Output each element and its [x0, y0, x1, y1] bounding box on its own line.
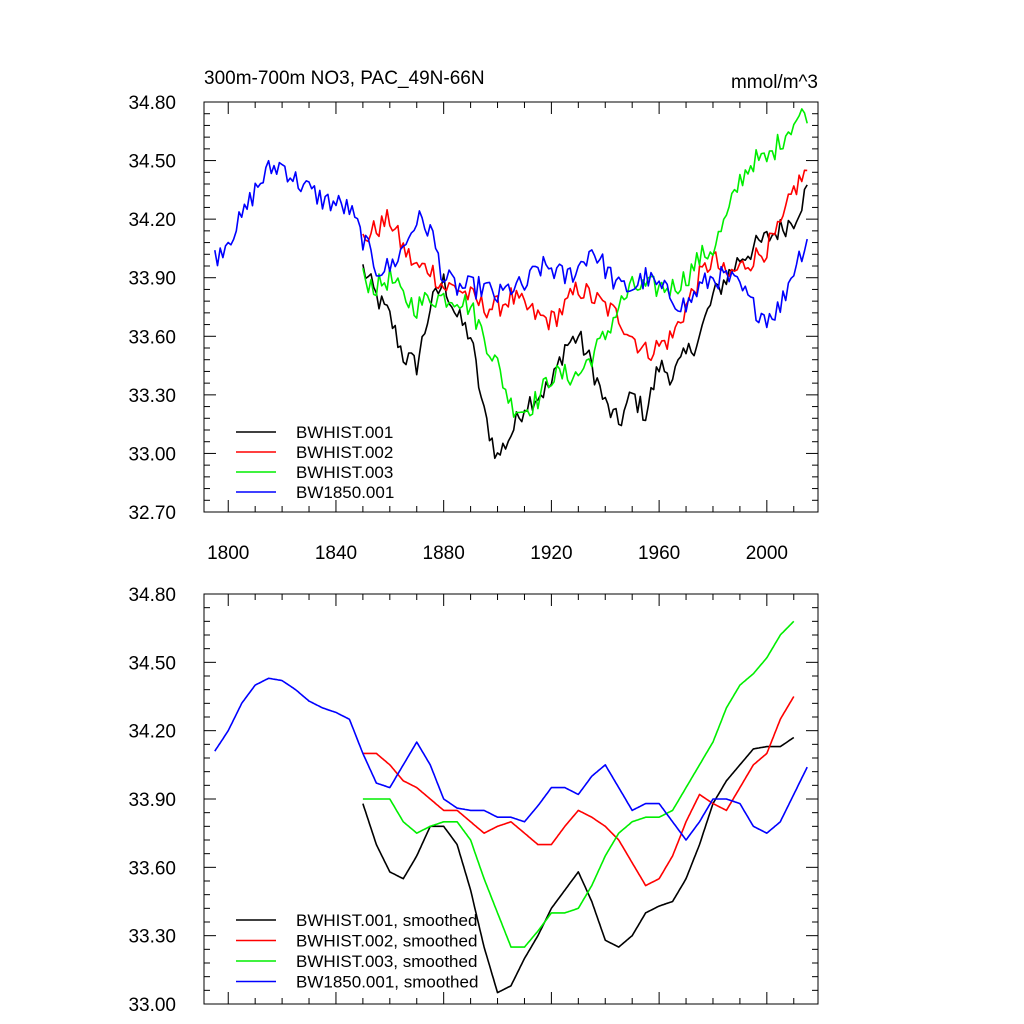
series-line-bwhist-002 [362, 169, 808, 362]
y-tick-label: 32.70 [128, 503, 176, 524]
series-line-bwhist-003 [362, 620, 795, 948]
series-line-bwhist-002 [362, 696, 795, 887]
x-tick-label: 1920 [530, 543, 572, 564]
legend-label: BWHIST.002 [296, 443, 393, 462]
chart-title: 300m-700m NO3, PAC_49N-66N [204, 68, 485, 89]
series-line-bw1850-001 [214, 159, 808, 329]
legend-label: BWHIST.001 [296, 423, 393, 442]
bottom-panel: 33.00 33.30 33.60 33.90 34.20 34.50 34.80 BWHIS… [128, 585, 819, 1016]
x-tick-label: 2000 [746, 543, 788, 564]
units-label: mmol/m^3 [731, 72, 818, 93]
y-tick-label: 33.30 [128, 386, 176, 407]
y-tick-label: 34.50 [128, 152, 176, 173]
y-tick-label: 33.30 [128, 927, 176, 948]
y-tick-label: 34.80 [128, 585, 176, 606]
x-tick-label: 1960 [638, 543, 680, 564]
y-tick-label: 33.90 [128, 790, 176, 811]
y-tick-label: 33.00 [128, 444, 176, 465]
series-line-bwhist-003 [362, 108, 808, 418]
legend-label: BW1850.001, smoothed [296, 973, 478, 992]
x-tick-label: 1800 [207, 543, 249, 564]
y-tick-label: 33.60 [128, 327, 176, 348]
series-line-bwhist-001 [362, 736, 795, 994]
y-tick-label: 33.00 [128, 995, 176, 1016]
y-tick-label: 34.50 [128, 653, 176, 674]
legend-label: BWHIST.001, smoothed [296, 911, 477, 930]
legend-label: BW1850.001 [296, 483, 394, 502]
y-tick-label: 34.20 [128, 722, 176, 743]
legend-label: BWHIST.003, smoothed [296, 952, 477, 971]
y-tick-label: 33.90 [128, 269, 176, 290]
plot-frame [203, 101, 819, 513]
y-tick-label: 33.60 [128, 858, 176, 879]
y-tick-label: 34.20 [128, 210, 176, 231]
legend-label: BWHIST.002, smoothed [296, 932, 477, 951]
series-line-bw1850-001 [214, 677, 808, 841]
x-tick-label: 1840 [315, 543, 357, 564]
top-panel: 32.70 33.00 33.30 33.60 33.90 34.20 34.50 34.80… [128, 93, 819, 564]
legend-label: BWHIST.003 [296, 463, 393, 482]
y-tick-label: 34.80 [128, 93, 176, 114]
x-tick-label: 1880 [423, 543, 465, 564]
